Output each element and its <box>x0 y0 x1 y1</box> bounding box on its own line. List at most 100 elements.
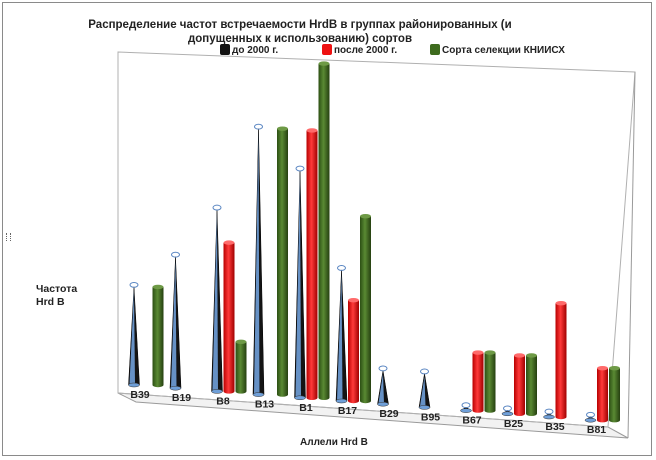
bar-cylinder-base <box>472 408 484 413</box>
bar-cylinder <box>597 368 608 421</box>
bar-cone-base <box>584 417 597 423</box>
bar-cylinder <box>555 303 567 417</box>
bar-cone-shade <box>171 259 177 388</box>
bar-cone-base <box>211 389 223 394</box>
bar-cone-shade <box>254 131 260 394</box>
bar-selection-handle <box>254 123 263 130</box>
bar-cylinder-cap <box>306 128 318 133</box>
bar-cone-shade <box>212 212 218 391</box>
bar-cylinder-base <box>514 411 525 416</box>
bar-cone-base <box>543 414 555 420</box>
legend-label: до 2000 г. <box>232 45 279 56</box>
bar-selection-handle <box>420 368 429 375</box>
bar-cone-base <box>460 408 472 413</box>
bar-cylinder-base <box>360 398 371 404</box>
bar-cone-shade <box>295 173 301 397</box>
bar-cylinder-base <box>597 418 608 423</box>
category-label: B17 <box>338 405 357 417</box>
bar-selection-handle <box>378 365 388 372</box>
bar-cylinder <box>484 352 496 411</box>
bar-cylinder-cap <box>472 350 484 355</box>
bar-cone-shade <box>420 376 426 407</box>
category-label: B95 <box>421 411 440 423</box>
legend-swatch-red-icon <box>322 44 332 55</box>
bar-cylinder-base <box>152 382 164 388</box>
bar-cylinder <box>609 368 620 421</box>
bar-cone-base <box>377 401 389 407</box>
bar-cylinder-cap <box>235 339 247 345</box>
bar-cylinder-cap <box>526 353 537 358</box>
plot-side-edge <box>627 71 636 439</box>
resize-handle-icon[interactable] <box>6 233 11 241</box>
legend-label: Сорта селекции КНИИСХ <box>442 45 565 56</box>
bar-cone-shade <box>337 272 343 400</box>
bar-cone-base <box>252 392 265 397</box>
bar-cylinder <box>223 242 235 392</box>
bar-cylinder <box>152 286 164 385</box>
bar-cone-base <box>294 395 306 401</box>
bar-selection-handle <box>461 402 471 409</box>
legend-item-kniish: Сорта селекции КНИИСХ <box>430 44 565 56</box>
bar-cylinder <box>277 128 288 395</box>
bar-cylinder-cap <box>555 300 567 306</box>
bar-cone-base <box>418 405 431 410</box>
legend-item-after-2000: после 2000 г. <box>322 44 397 56</box>
bar-cylinder-cap <box>514 353 525 358</box>
bar-cylinder-cap <box>277 126 288 131</box>
bar-cylinder-cap <box>360 214 371 219</box>
bar-cylinder <box>526 355 537 414</box>
legend: до 2000 г. после 2000 г. Сорта селекции … <box>220 44 565 58</box>
bar-cone-base <box>169 385 182 391</box>
bar-cylinder-cap <box>223 240 235 245</box>
bar-selection-handle <box>212 204 222 211</box>
x-axis-label: Аллели Hrd B <box>300 437 368 448</box>
plot-back-wall <box>117 51 636 428</box>
bar-cylinder-base <box>306 395 318 400</box>
bar-selection-handle <box>295 165 305 172</box>
bar-cone-shade <box>129 289 135 384</box>
bar-cylinder-cap <box>348 298 359 303</box>
category-label: B1 <box>299 402 313 414</box>
bar-cylinder <box>348 300 359 401</box>
chart-frame <box>2 2 652 456</box>
bar-cylinder-base <box>223 389 235 394</box>
category-label: B13 <box>255 399 274 411</box>
bar-selection-handle <box>586 411 595 418</box>
bar-selection-handle <box>171 251 180 258</box>
bar-cylinder-cap <box>484 350 496 355</box>
category-label: B67 <box>462 415 481 427</box>
category-label: B81 <box>587 424 606 436</box>
bar-cone-shade <box>378 373 384 404</box>
bar-cone-base <box>335 398 348 404</box>
bar-selection-handle <box>337 265 346 271</box>
bar-cylinder <box>472 352 484 411</box>
category-label: B29 <box>379 408 398 420</box>
bar-cone-base <box>128 382 140 388</box>
bar-selection-handle <box>129 282 139 288</box>
bar-cylinder <box>306 130 318 398</box>
legend-swatch-green-icon <box>430 44 440 55</box>
y-axis-label: Частота Hrd B <box>36 283 78 308</box>
category-label: B35 <box>545 421 564 433</box>
bar-cylinder <box>360 216 371 401</box>
bar-cylinder <box>514 355 525 414</box>
legend-swatch-black-icon <box>220 44 230 55</box>
bar-cylinder <box>235 341 247 392</box>
bar-cylinder-base <box>555 414 567 420</box>
bar-cylinder-cap <box>597 365 608 371</box>
bar-cylinder-cap <box>609 365 620 371</box>
legend-item-before-2000: до 2000 г. <box>220 44 278 56</box>
category-label: B39 <box>130 389 149 401</box>
bar-cylinder-base <box>348 398 359 404</box>
bar-cylinder-base <box>277 392 288 397</box>
chart-title: Распределение частот встречаемости HrdB … <box>88 19 512 45</box>
bar-cylinder-cap <box>152 284 164 290</box>
category-label: B19 <box>172 392 191 404</box>
category-label: B8 <box>216 395 230 407</box>
legend-label: после 2000 г. <box>334 45 398 56</box>
category-label: B25 <box>504 418 523 430</box>
bar-selection-handle <box>544 408 554 415</box>
bar-cylinder-base <box>318 395 330 400</box>
bar-cylinder-base <box>609 418 620 423</box>
